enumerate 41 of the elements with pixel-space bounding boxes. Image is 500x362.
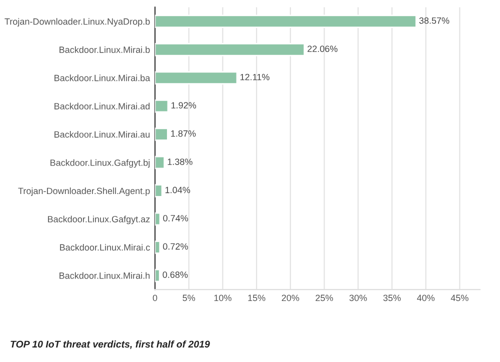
bar (155, 212, 161, 226)
bar (155, 156, 166, 170)
data-label: 12.11% (240, 74, 270, 80)
x-tick-label: 5% (182, 294, 196, 302)
data-label: 1.04% (166, 186, 190, 194)
y-tick-label: Backdoor.Linux.Gafgyt.bj (50, 159, 150, 168)
y-tick-label: Backdoor.Linux.Mirai.b (60, 46, 150, 53)
x-tick-label: 0 (152, 294, 158, 302)
data-label: 0.72% (163, 243, 188, 250)
x-tick-label: 10% (214, 294, 232, 302)
data-label: 38.57% (419, 17, 450, 24)
data-label: 1.87% (171, 130, 196, 137)
y-tick-label: Backdoor.Linux.Mirai.c (60, 244, 150, 251)
bar (155, 71, 238, 84)
x-tick-label: 40% (417, 294, 435, 302)
y-tick-label: Backdoor.Linux.Mirai.ba (54, 74, 150, 82)
bar (155, 128, 168, 141)
y-tick-label: Trojan-Downloader.Shell.Agent.p (18, 188, 150, 196)
x-tick-label: 15% (248, 294, 266, 302)
y-tick-label: Backdoor.Linux.Mirai.au (54, 131, 150, 138)
y-tick-label: Backdoor.Linux.Mirai.h (60, 272, 150, 279)
bar (155, 184, 163, 198)
x-tick-label: 30% (349, 294, 367, 302)
data-label: 1.92% (171, 102, 196, 108)
y-tick-label: Trojan-Downloader.Linux.NyaDrop.b (4, 18, 150, 26)
data-label: 0.74% (163, 215, 188, 222)
bar (155, 42, 306, 56)
text: TOP 10 IoT threat verdicts, first half of 2019 (10, 340, 210, 350)
bar (155, 14, 417, 28)
bar (155, 268, 160, 282)
y-tick-label: Backdoor.Linux.Mirai.ad (54, 102, 150, 110)
data-label: 1.38% (168, 158, 192, 165)
x-tick-label: 25% (316, 294, 333, 302)
x-tick-label: 35% (383, 294, 401, 302)
y-tick-label: Backdoor.Linux.Gafgyt.az (48, 216, 150, 224)
data-label: 0.68% (162, 272, 188, 278)
x-tick-label: 20% (282, 294, 300, 302)
bar (155, 240, 161, 254)
bar (155, 99, 169, 113)
x-tick-label: 45% (450, 294, 468, 302)
data-label: 22.06% (308, 46, 338, 52)
